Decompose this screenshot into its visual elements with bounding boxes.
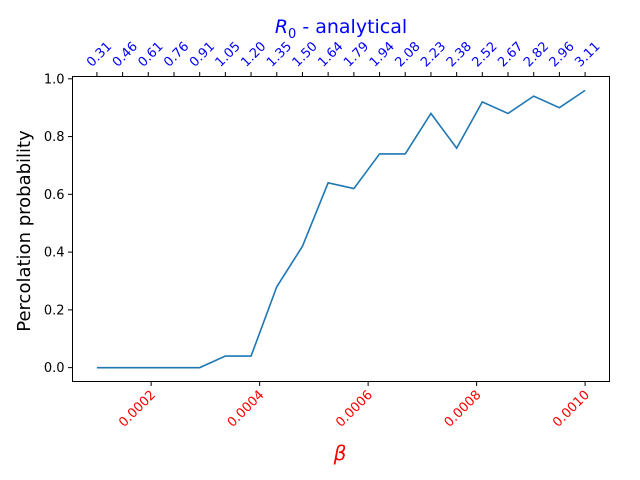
top-tick-label: 2.82 bbox=[521, 39, 552, 70]
plot-area-frame bbox=[72, 76, 610, 382]
top-axis-label: R0 - analytical bbox=[275, 16, 407, 42]
y-tick-label: 0.2 bbox=[44, 303, 65, 318]
top-tick-label: 0.76 bbox=[161, 39, 192, 70]
y-tick-label: 0.8 bbox=[44, 130, 65, 145]
x-tick-label: 0.0004 bbox=[225, 388, 268, 431]
top-tick-label: 2.38 bbox=[444, 39, 475, 70]
y-axis-label: Percolation probability bbox=[14, 130, 35, 332]
x-tick-label: 0.0010 bbox=[550, 388, 593, 431]
top-tick-label: 3.11 bbox=[572, 39, 603, 70]
x-axis-ticks: 0.0002 0.0004 0.0006 0.0008 0.0010 bbox=[116, 381, 593, 431]
y-axis-ticks: 0.0 0.2 0.4 0.6 0.8 1.0 bbox=[44, 72, 73, 376]
top-tick-label: 1.35 bbox=[264, 39, 295, 70]
top-tick-label: 1.20 bbox=[238, 39, 269, 70]
x-axis-label: β bbox=[333, 441, 347, 465]
top-tick-label: 0.31 bbox=[84, 39, 115, 70]
top-tick-label: 2.23 bbox=[418, 39, 449, 70]
y-tick-label: 0.0 bbox=[44, 361, 65, 376]
y-tick-label: 1.0 bbox=[44, 72, 65, 87]
series-line bbox=[96, 89, 586, 369]
x-tick-label: 0.0008 bbox=[442, 388, 485, 431]
top-tick-label: 1.64 bbox=[315, 39, 346, 70]
y-tick-label: 0.4 bbox=[44, 246, 65, 261]
x-tick-label: 0.0006 bbox=[333, 388, 376, 431]
top-tick-label: 0.91 bbox=[187, 39, 218, 70]
top-tick-label: 2.52 bbox=[470, 39, 501, 70]
top-tick-label: 2.96 bbox=[547, 39, 578, 70]
y-tick-label: 0.6 bbox=[44, 188, 65, 203]
top-tick-label: 0.46 bbox=[110, 39, 141, 70]
top-tick-label: 2.67 bbox=[495, 39, 526, 70]
top-tick-label: 2.08 bbox=[392, 39, 423, 70]
top-tick-label: 1.50 bbox=[290, 39, 321, 70]
x-tick-label: 0.0002 bbox=[116, 388, 159, 431]
top-tick-label: 1.05 bbox=[213, 39, 244, 70]
top-tick-label: 1.79 bbox=[341, 39, 372, 70]
top-tick-label: 0.61 bbox=[135, 39, 166, 70]
top-tick-label: 1.94 bbox=[367, 39, 398, 70]
top-axis-ticks: 0.310.460.610.760.911.051.201.351.501.64… bbox=[84, 39, 603, 77]
